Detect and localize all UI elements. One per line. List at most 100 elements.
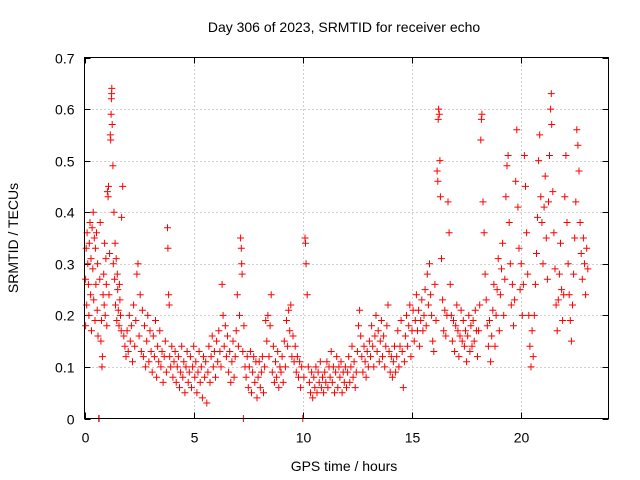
data-point [158, 348, 166, 355]
points-layer [82, 84, 592, 422]
data-point [310, 373, 318, 381]
data-point [504, 152, 512, 159]
data-point [242, 373, 250, 381]
data-point [109, 162, 117, 170]
data-point [253, 394, 261, 402]
data-point [281, 363, 289, 371]
data-point [484, 342, 492, 350]
data-point [466, 348, 474, 355]
data-point [191, 373, 199, 381]
data-point [412, 291, 420, 299]
chart-title: Day 306 of 2023, SRMTID for receiver ech… [208, 19, 481, 35]
data-point [154, 342, 162, 350]
data-point [90, 296, 98, 304]
data-point [268, 368, 276, 376]
data-point [224, 332, 231, 340]
data-point [134, 260, 142, 268]
data-point [107, 110, 115, 118]
data-point [111, 275, 119, 283]
data-point [463, 358, 471, 366]
data-point [389, 358, 397, 366]
data-point [266, 322, 274, 330]
data-point [214, 358, 222, 366]
data-point [565, 291, 573, 299]
data-point [302, 239, 309, 247]
data-point [500, 311, 508, 319]
data-point [419, 327, 427, 335]
data-point [545, 198, 552, 206]
data-point [510, 322, 517, 330]
plot-frame [84, 57, 609, 419]
data-point [222, 353, 230, 361]
data-point [98, 317, 105, 324]
data-point [225, 368, 233, 376]
data-point [133, 270, 141, 278]
data-point [263, 337, 271, 345]
data-point [189, 363, 197, 371]
data-point [468, 342, 476, 350]
data-point [202, 358, 210, 366]
data-point [93, 229, 100, 237]
data-point [496, 291, 504, 299]
data-point [351, 384, 359, 392]
data-point [153, 373, 161, 381]
data-point [353, 348, 361, 355]
data-point [471, 306, 479, 314]
data-point [264, 311, 272, 319]
data-point [173, 363, 181, 371]
data-point [314, 368, 322, 376]
data-point [258, 353, 266, 361]
data-point [204, 368, 212, 376]
data-point [511, 296, 519, 304]
data-point [433, 167, 441, 175]
data-point [130, 301, 138, 309]
data-point [530, 311, 538, 319]
data-point [112, 255, 120, 263]
data-point [87, 255, 95, 263]
data-point [360, 342, 368, 350]
data-point [305, 378, 313, 386]
data-point [287, 301, 295, 309]
data-point [393, 353, 401, 361]
data-point [490, 280, 498, 288]
data-point [91, 317, 99, 324]
data-point [506, 260, 514, 268]
data-point [227, 378, 235, 386]
data-point [416, 342, 424, 350]
data-point [107, 136, 115, 144]
data-point [327, 348, 335, 355]
data-point [343, 384, 350, 392]
data-point [104, 193, 112, 201]
data-point [541, 172, 549, 180]
data-point [359, 368, 367, 376]
data-point [384, 301, 392, 309]
data-point [334, 384, 342, 392]
data-point [129, 358, 136, 366]
data-point [450, 317, 457, 324]
data-point [152, 317, 159, 324]
data-point [429, 337, 437, 345]
data-point [398, 348, 406, 355]
data-point [121, 342, 129, 350]
data-point [171, 348, 179, 355]
data-point [192, 358, 200, 366]
data-point [337, 358, 345, 366]
data-point [172, 378, 180, 386]
data-point [296, 358, 304, 366]
data-point [143, 337, 151, 345]
data-point [415, 306, 423, 314]
data-point [114, 306, 122, 314]
data-point [119, 182, 127, 190]
data-point [82, 275, 90, 283]
data-point [435, 105, 443, 113]
data-point [451, 348, 459, 355]
data-point [336, 373, 344, 381]
data-point [300, 373, 308, 381]
x-tick-label: 15 [405, 430, 421, 446]
data-point [90, 234, 98, 242]
data-point [324, 384, 332, 392]
data-point [198, 394, 206, 402]
data-point [124, 348, 132, 355]
data-point [566, 317, 574, 324]
data-point [523, 229, 531, 237]
